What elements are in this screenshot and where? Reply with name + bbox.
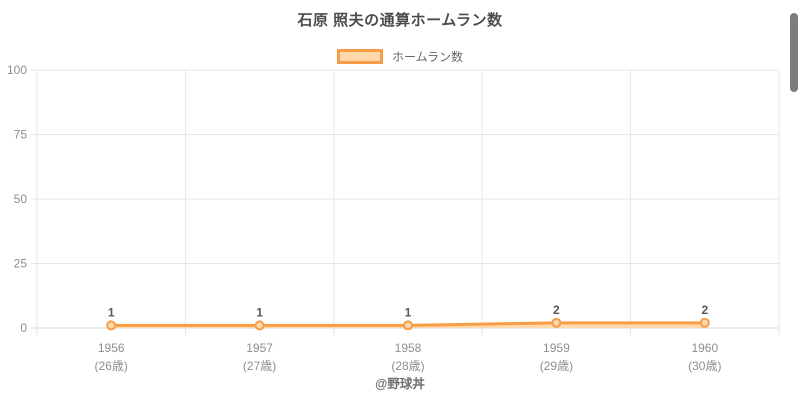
y-axis-tick-label: 25 [14, 257, 28, 271]
legend-swatch-icon [336, 48, 383, 64]
x-axis-tick-year: 1957 [246, 341, 273, 355]
legend-item[interactable]: ホームラン数 [0, 47, 800, 65]
x-axis-tick-age: (29歳) [540, 359, 573, 373]
data-point[interactable] [551, 317, 562, 328]
data-point-label: 1 [405, 305, 412, 319]
x-axis-tick-age: (30歳) [688, 359, 721, 373]
data-point-label: 2 [701, 303, 708, 317]
x-axis-tick-year: 1959 [543, 341, 570, 355]
footer-credit: @野球丼 [375, 377, 425, 391]
x-axis-tick-age: (28歳) [391, 359, 424, 373]
data-point-label: 1 [108, 305, 115, 319]
scrollbar-thumb[interactable] [790, 13, 798, 92]
data-point[interactable] [106, 320, 117, 331]
x-axis-tick-year: 1958 [395, 341, 422, 355]
data-point[interactable] [699, 317, 710, 328]
x-axis-tick-year: 1960 [691, 341, 718, 355]
data-point-label: 2 [553, 303, 560, 317]
data-point[interactable] [254, 320, 265, 331]
y-axis-tick-label: 100 [7, 63, 27, 77]
data-point-label: 1 [256, 305, 263, 319]
y-axis-tick-label: 0 [20, 321, 27, 335]
x-axis-tick-year: 1956 [98, 341, 125, 355]
y-axis-tick-label: 50 [14, 192, 28, 206]
y-axis-tick-label: 75 [14, 128, 28, 142]
chart-title: 石原 照夫の通算ホームラン数 [297, 12, 503, 29]
x-axis-tick-age: (26歳) [95, 359, 128, 373]
legend-label: ホームラン数 [391, 49, 464, 64]
x-axis-tick-age: (27歳) [243, 359, 276, 373]
data-point[interactable] [403, 320, 413, 331]
